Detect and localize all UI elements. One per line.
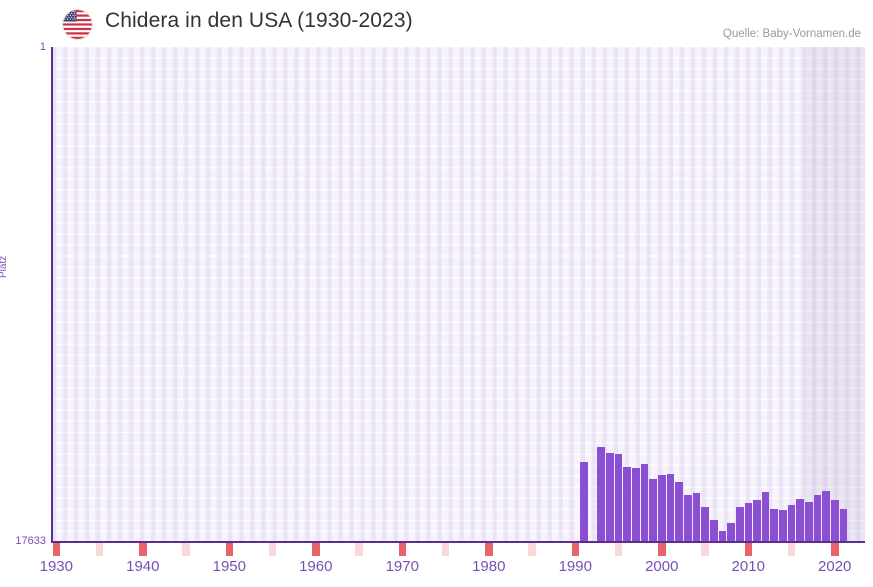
bar[interactable]: [753, 500, 761, 542]
x-axis-tick-label: 1990: [558, 558, 592, 575]
bar[interactable]: [796, 498, 805, 542]
us-flag-icon: [63, 10, 92, 39]
x-axis-tick-mark-minor: [528, 543, 536, 556]
x-axis-tick-mark-minor: [268, 543, 277, 556]
x-axis-tick-label: 1950: [212, 558, 246, 575]
bar[interactable]: [623, 466, 632, 542]
y-axis-title: Platz: [0, 255, 9, 278]
x-axis-tick-label: 1940: [126, 558, 160, 575]
bar[interactable]: [580, 462, 588, 542]
page-title: Chidera in den USA (1930-2023): [105, 9, 413, 32]
bar[interactable]: [675, 482, 683, 542]
source-attribution: Quelle: Baby-Vornamen.de: [722, 28, 861, 40]
bar[interactable]: [683, 494, 692, 542]
bar[interactable]: [744, 503, 753, 542]
bar[interactable]: [658, 475, 666, 542]
bar[interactable]: [709, 520, 718, 542]
x-axis-tick-label: 1980: [472, 558, 506, 575]
x-axis-tick-mark-minor: [614, 543, 623, 556]
x-axis-tick-mark-minor: [95, 543, 104, 556]
x-axis-tick-mark-minor: [182, 543, 190, 556]
y-axis-line: [51, 47, 53, 542]
bar[interactable]: [632, 468, 640, 542]
bar[interactable]: [805, 501, 813, 542]
bar[interactable]: [770, 508, 779, 542]
x-axis-tick-mark-major: [658, 543, 666, 556]
bar[interactable]: [597, 447, 606, 542]
plot-area: [52, 47, 865, 542]
bar[interactable]: [614, 454, 623, 542]
x-axis-tick-mark-major: [139, 543, 147, 556]
bar[interactable]: [813, 494, 822, 542]
bar[interactable]: [701, 507, 709, 542]
bar[interactable]: [839, 508, 848, 542]
x-axis-tick-mark-major: [831, 543, 839, 556]
x-axis-tick-mark-minor: [701, 543, 709, 556]
x-axis-tick-label: 2010: [731, 558, 765, 575]
x-axis-tick-label: 1970: [385, 558, 419, 575]
x-axis-tick-mark-minor: [441, 543, 450, 556]
grid-lines: [52, 47, 865, 542]
bar[interactable]: [727, 522, 735, 542]
bar[interactable]: [822, 490, 830, 542]
x-axis-tick-label: 2020: [818, 558, 852, 575]
bar[interactable]: [666, 473, 675, 542]
bar[interactable]: [692, 493, 701, 542]
y-axis-tick-bottom: 17633: [15, 535, 46, 547]
x-axis-tick-mark-minor: [355, 543, 363, 556]
bar[interactable]: [735, 507, 744, 542]
bar[interactable]: [649, 479, 658, 542]
x-axis-tick-mark-major: [225, 543, 234, 556]
chart-header: Chidera in den USA (1930-2023) Quelle: B…: [0, 0, 873, 47]
bar[interactable]: [640, 463, 649, 542]
x-axis-tick-mark-major: [398, 543, 407, 556]
bar[interactable]: [831, 500, 839, 542]
x-axis-tick-label: 2000: [645, 558, 679, 575]
bar[interactable]: [761, 491, 770, 542]
bar[interactable]: [718, 531, 727, 542]
x-axis-tick-label: 1960: [299, 558, 333, 575]
bar[interactable]: [787, 504, 796, 542]
x-axis-tick-mark-major: [52, 543, 61, 556]
x-axis-line: [51, 541, 865, 543]
y-axis-tick-top: 1: [39, 41, 46, 53]
grid-column-tint: [52, 47, 865, 542]
x-axis-tick-mark-minor: [787, 543, 796, 556]
bar[interactable]: [606, 452, 614, 542]
x-axis-tick-mark-major: [312, 543, 320, 556]
x-axis-tick-mark-major: [744, 543, 753, 556]
x-axis-tick-mark-major: [485, 543, 493, 556]
bar[interactable]: [779, 510, 787, 542]
x-axis-tick-mark-major: [571, 543, 580, 556]
x-axis-tick-label: 1930: [39, 558, 73, 575]
